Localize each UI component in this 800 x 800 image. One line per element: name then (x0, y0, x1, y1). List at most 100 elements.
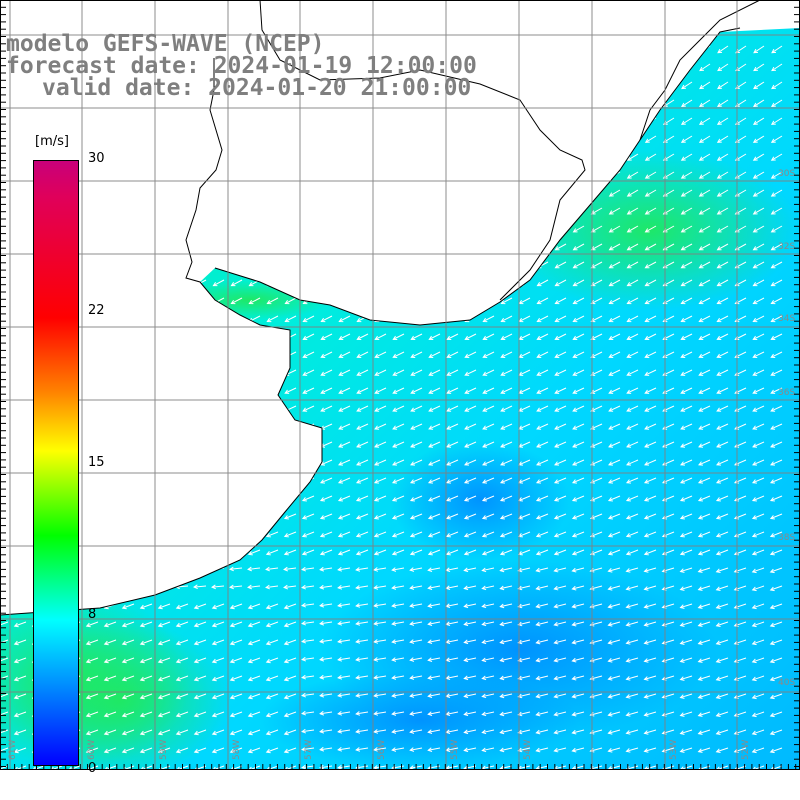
wind-arrow (303, 243, 315, 251)
wind-arrow-head (230, 246, 236, 251)
wind-arrow-head (537, 66, 543, 72)
wind-arrow-head (104, 264, 110, 269)
wind-arrow-head (482, 246, 488, 251)
wind-arrow-head (446, 228, 452, 233)
wind-arrow (500, 585, 513, 590)
wind-arrow (249, 153, 261, 161)
wind-arrow (500, 513, 513, 519)
wind-arrow-head (644, 156, 650, 161)
wind-arrow-head (248, 210, 254, 215)
wind-arrow-head (644, 371, 650, 376)
wind-arrow (573, 279, 585, 287)
wind-arrow (428, 459, 441, 466)
wind-arrow-head (535, 639, 541, 645)
wind-arrow (717, 207, 729, 215)
wind-arrow-head (301, 584, 307, 590)
wind-arrow (303, 153, 315, 161)
wind-arrow-head (499, 550, 505, 556)
wind-arrow (501, 297, 513, 304)
wind-arrow (501, 225, 513, 233)
wind-arrow (536, 369, 549, 376)
wind-arrow (285, 117, 297, 125)
wind-arrow (609, 63, 621, 72)
wind-arrow-head (553, 533, 559, 538)
wind-arrow (429, 297, 441, 304)
wind-arrow-head (248, 407, 254, 412)
wind-arrow-head (644, 192, 650, 197)
wind-arrow-head (211, 622, 217, 628)
wind-arrow (140, 747, 153, 753)
wind-arrow-head (229, 658, 235, 664)
wind-arrow-head (338, 353, 344, 358)
wind-arrow (555, 315, 567, 322)
wind-arrow (536, 765, 549, 770)
wind-arrow-head (283, 479, 289, 484)
wind-arrow-head (302, 461, 308, 466)
wind-arrow (500, 405, 513, 412)
wind-arrow (0, 333, 9, 340)
wind-arrow-head (373, 639, 379, 644)
wind-arrow (87, 207, 99, 215)
wind-arrow (644, 765, 657, 770)
wind-arrow-head (122, 120, 128, 125)
wind-arrow-head (500, 156, 506, 161)
wind-arrow (483, 279, 495, 287)
wind-arrow (212, 639, 225, 645)
wind-arrow-head (158, 174, 164, 179)
wind-arrow-head (265, 479, 271, 484)
wind-arrow-head (698, 228, 704, 233)
wind-arrow-head (139, 676, 145, 682)
wind-arrow (410, 405, 423, 412)
lon-label: 56W (377, 740, 387, 760)
wind-arrow-head (607, 748, 613, 753)
wind-arrow (680, 693, 693, 699)
wind-arrow (0, 117, 9, 125)
wind-arrow-head (518, 192, 524, 197)
wind-arrow-head (626, 120, 632, 125)
wind-arrow-head (319, 620, 325, 626)
wind-arrow (429, 207, 441, 215)
wind-arrow (771, 315, 783, 322)
wind-arrow (735, 63, 747, 72)
wind-arrow-head (427, 621, 433, 626)
wind-arrow (716, 495, 729, 502)
wind-arrow (608, 585, 621, 590)
wind-arrow-head (12, 565, 18, 571)
wind-arrow (140, 387, 153, 394)
wind-arrow (717, 189, 729, 197)
wind-arrow-head (86, 264, 92, 269)
wind-arrow-head (86, 246, 92, 251)
wind-arrow-head (698, 371, 704, 376)
wind-arrow-head (337, 710, 343, 716)
wind-arrow-head (158, 102, 164, 108)
wind-arrow (357, 333, 369, 340)
wind-arrow (411, 261, 423, 269)
wind-arrow (140, 531, 153, 537)
wind-arrow (411, 333, 423, 340)
wind-arrow-head (500, 138, 506, 143)
wind-arrow-head (770, 174, 776, 179)
wind-arrow (428, 585, 441, 589)
wind-arrow (753, 171, 765, 179)
wind-arrow (104, 387, 117, 394)
wind-arrow (698, 711, 711, 717)
wind-arrow-head (698, 120, 704, 125)
wind-arrow-head (104, 282, 110, 287)
wind-arrow-head (591, 66, 597, 72)
wind-arrow (644, 729, 657, 734)
wind-arrow-head (607, 658, 613, 663)
wind-arrow-head (373, 729, 379, 734)
wind-arrow (554, 657, 567, 662)
wind-arrow-head (626, 461, 632, 466)
wind-arrow (446, 513, 459, 519)
wind-arrow-head (769, 676, 775, 682)
wind-arrow (141, 243, 153, 251)
wind-arrow-head (536, 335, 542, 341)
wind-arrow-head (301, 638, 307, 644)
wind-arrow-head (86, 371, 92, 376)
wind-arrow (428, 549, 441, 555)
wind-arrow (699, 171, 711, 179)
wind-arrow-head (320, 335, 326, 341)
wind-arrow-head (607, 694, 613, 699)
wind-arrow (158, 603, 171, 609)
